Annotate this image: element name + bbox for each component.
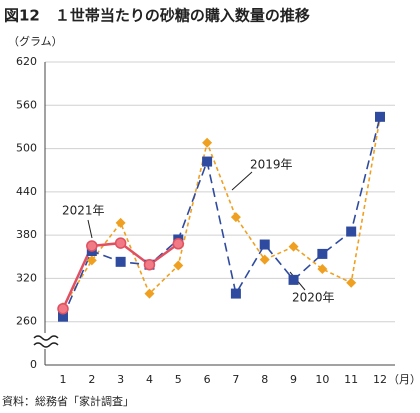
y-tick-label: 320 xyxy=(16,271,37,284)
x-tick-label: 1 xyxy=(60,373,67,386)
y-axis-label: （グラム） xyxy=(8,34,63,48)
y-tick-label: 620 xyxy=(16,55,37,68)
x-axis-label: （月） xyxy=(388,373,420,386)
marker xyxy=(375,111,385,122)
marker xyxy=(346,277,357,288)
series-label: 2019年 xyxy=(250,158,293,172)
series-line xyxy=(62,117,381,308)
marker xyxy=(259,254,270,265)
y-tick-label: 260 xyxy=(16,315,37,328)
marker xyxy=(58,311,68,322)
marker xyxy=(288,274,299,285)
source: 資料：総務省「家計調査」 xyxy=(2,394,134,408)
marker xyxy=(202,137,213,148)
y-tick-label: 440 xyxy=(16,185,37,198)
x-tick-label: 9 xyxy=(290,373,297,386)
marker xyxy=(288,241,299,252)
marker xyxy=(114,237,127,249)
marker xyxy=(173,260,184,271)
y-tick-label: 380 xyxy=(16,228,37,241)
x-tick-label: 11 xyxy=(344,373,358,386)
x-tick-label: 8 xyxy=(261,373,268,386)
x-tick-label: 2 xyxy=(88,373,95,386)
marker xyxy=(230,212,241,223)
marker xyxy=(115,256,126,267)
x-tick-label: 5 xyxy=(175,373,182,386)
marker xyxy=(317,264,328,275)
marker xyxy=(172,238,185,250)
marker xyxy=(115,217,126,228)
grid xyxy=(45,61,395,366)
x-tick-label: 7 xyxy=(232,373,239,386)
marker xyxy=(86,255,97,266)
series-line xyxy=(62,116,381,317)
series-label: 2021年 xyxy=(62,204,105,218)
marker xyxy=(259,239,270,250)
y-tick-label: 0 xyxy=(30,358,37,371)
marker xyxy=(202,156,213,167)
chart-title: 図12 １世帯当たりの砂糖の購入数量の推移 xyxy=(4,7,310,25)
marker xyxy=(143,258,156,271)
marker xyxy=(317,248,328,259)
x-tick-label: 3 xyxy=(117,373,124,386)
x-tick-label: 4 xyxy=(146,373,153,386)
series-label: 2020年 xyxy=(292,291,335,305)
marker xyxy=(230,288,241,299)
marker xyxy=(346,226,357,237)
x-tick-label: 10 xyxy=(315,373,329,386)
leader-line xyxy=(231,171,253,191)
y-tick-label: 560 xyxy=(16,98,37,111)
marker xyxy=(57,302,69,315)
x-tick-label: 12 xyxy=(373,373,387,386)
leader-line xyxy=(87,219,93,239)
marker xyxy=(144,288,155,299)
x-tick-label: 6 xyxy=(204,373,211,386)
y-tick-label: 500 xyxy=(16,142,37,155)
marker xyxy=(86,240,98,252)
axis-break xyxy=(33,335,59,348)
